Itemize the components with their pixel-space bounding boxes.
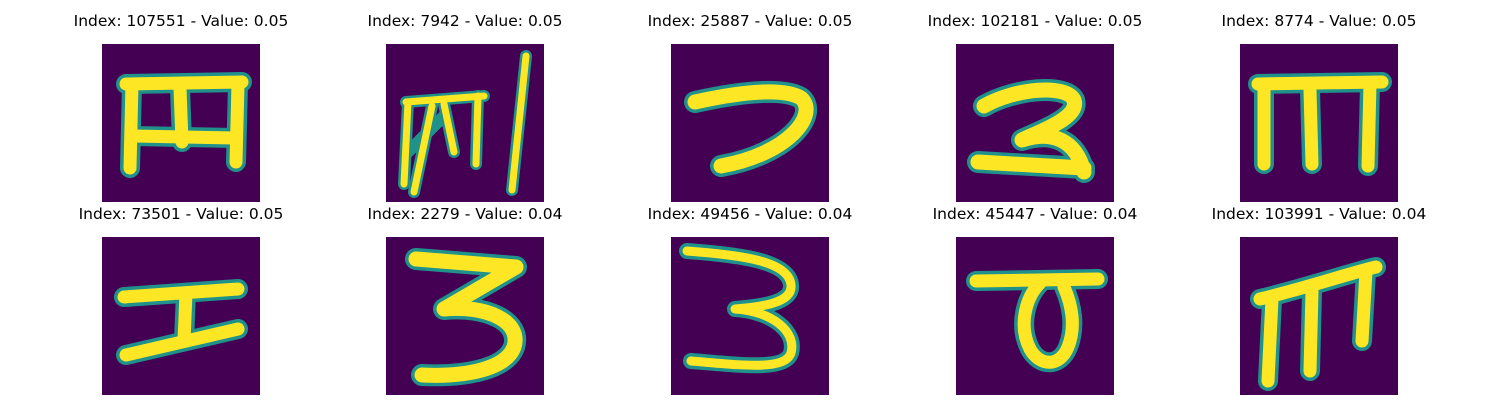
panel-title: Index: 107551 - Value: 0.05 [73,12,289,30]
panel-4: Index: 102181 - Value: 0.05 [915,10,1155,202]
panel-title: Index: 2279 - Value: 0.04 [367,205,563,223]
panel-1: Index: 107551 - Value: 0.05 [61,10,301,202]
digit-image [386,44,544,202]
panel-title: Index: 49456 - Value: 0.04 [647,205,853,223]
digit-image [102,237,260,395]
panel-8: Index: 49456 - Value: 0.04 [630,203,870,395]
digit-image [956,44,1114,202]
digit-image [956,237,1114,395]
panel-title: Index: 73501 - Value: 0.05 [78,205,284,223]
panel-title: Index: 25887 - Value: 0.05 [647,12,853,30]
digit-image [1240,237,1398,395]
digit-image [671,44,829,202]
digit-image [386,237,544,395]
panel-9: Index: 45447 - Value: 0.04 [915,203,1155,395]
panel-title: Index: 8774 - Value: 0.05 [1221,12,1417,30]
panel-title: Index: 45447 - Value: 0.04 [932,205,1138,223]
digit-image [102,44,260,202]
digit-image [1240,44,1398,202]
panel-6: Index: 73501 - Value: 0.05 [61,203,301,395]
digit-image [671,237,829,395]
panel-7: Index: 2279 - Value: 0.04 [345,203,585,395]
panel-3: Index: 25887 - Value: 0.05 [630,10,870,202]
panel-title: Index: 7942 - Value: 0.05 [367,12,563,30]
panel-title: Index: 103991 - Value: 0.04 [1211,205,1427,223]
panel-title: Index: 102181 - Value: 0.05 [927,12,1143,30]
panel-2: Index: 7942 - Value: 0.05 [345,10,585,202]
panel-10: Index: 103991 - Value: 0.04 [1199,203,1439,395]
panel-5: Index: 8774 - Value: 0.05 [1199,10,1439,202]
